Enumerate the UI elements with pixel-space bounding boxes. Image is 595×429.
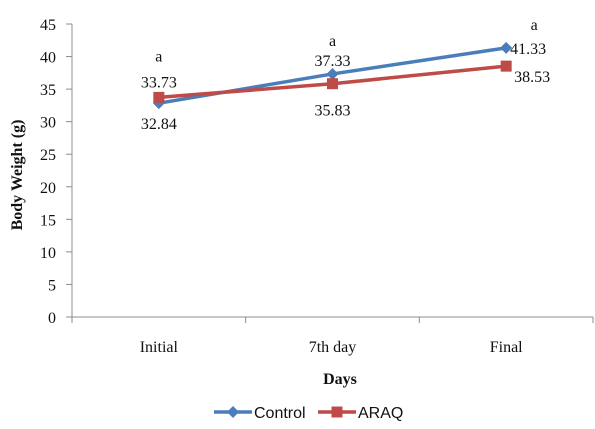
significance-letter: a	[329, 33, 336, 50]
data-label-araq: 38.53	[514, 69, 550, 86]
y-tick-label: 45	[40, 17, 56, 34]
y-tick-label: 25	[40, 147, 56, 164]
data-point-control	[500, 41, 513, 54]
legend: Control ARAQ	[214, 405, 403, 422]
legend-marker-araq	[331, 406, 343, 418]
y-tick-label: 15	[40, 212, 56, 229]
y-tick-label: 10	[40, 245, 56, 262]
x-tick-label: 7th day	[309, 339, 357, 356]
data-point-araq	[327, 78, 338, 90]
x-tick-label: Initial	[140, 339, 179, 356]
data-label-control: 32.84	[141, 116, 177, 133]
y-tick-label: 35	[40, 82, 56, 99]
y-tick-label: 5	[48, 277, 56, 294]
significance-letter: a	[155, 48, 162, 65]
y-tick-label: 30	[40, 115, 56, 132]
x-tick-label: Final	[490, 339, 523, 356]
y-tick-label: 0	[48, 310, 56, 327]
data-label-control: 37.33	[315, 53, 351, 70]
y-axis-title: Body Weight (g)	[9, 120, 26, 231]
data-label-araq: 35.83	[315, 103, 351, 120]
legend-label-araq: ARAQ	[358, 405, 403, 422]
legend-label-control: Control	[254, 405, 306, 422]
legend-marker-control	[227, 406, 239, 418]
data-label-control: 41.33	[510, 41, 546, 58]
data-label-araq: 33.73	[141, 74, 177, 91]
data-point-araq	[153, 91, 165, 103]
data-point-control	[326, 67, 339, 80]
significance-letter: a	[531, 17, 538, 34]
y-tick-label: 40	[40, 50, 56, 67]
data-point-araq	[500, 60, 512, 72]
x-axis-title: Days	[323, 371, 357, 388]
y-tick-label: 20	[40, 180, 56, 197]
